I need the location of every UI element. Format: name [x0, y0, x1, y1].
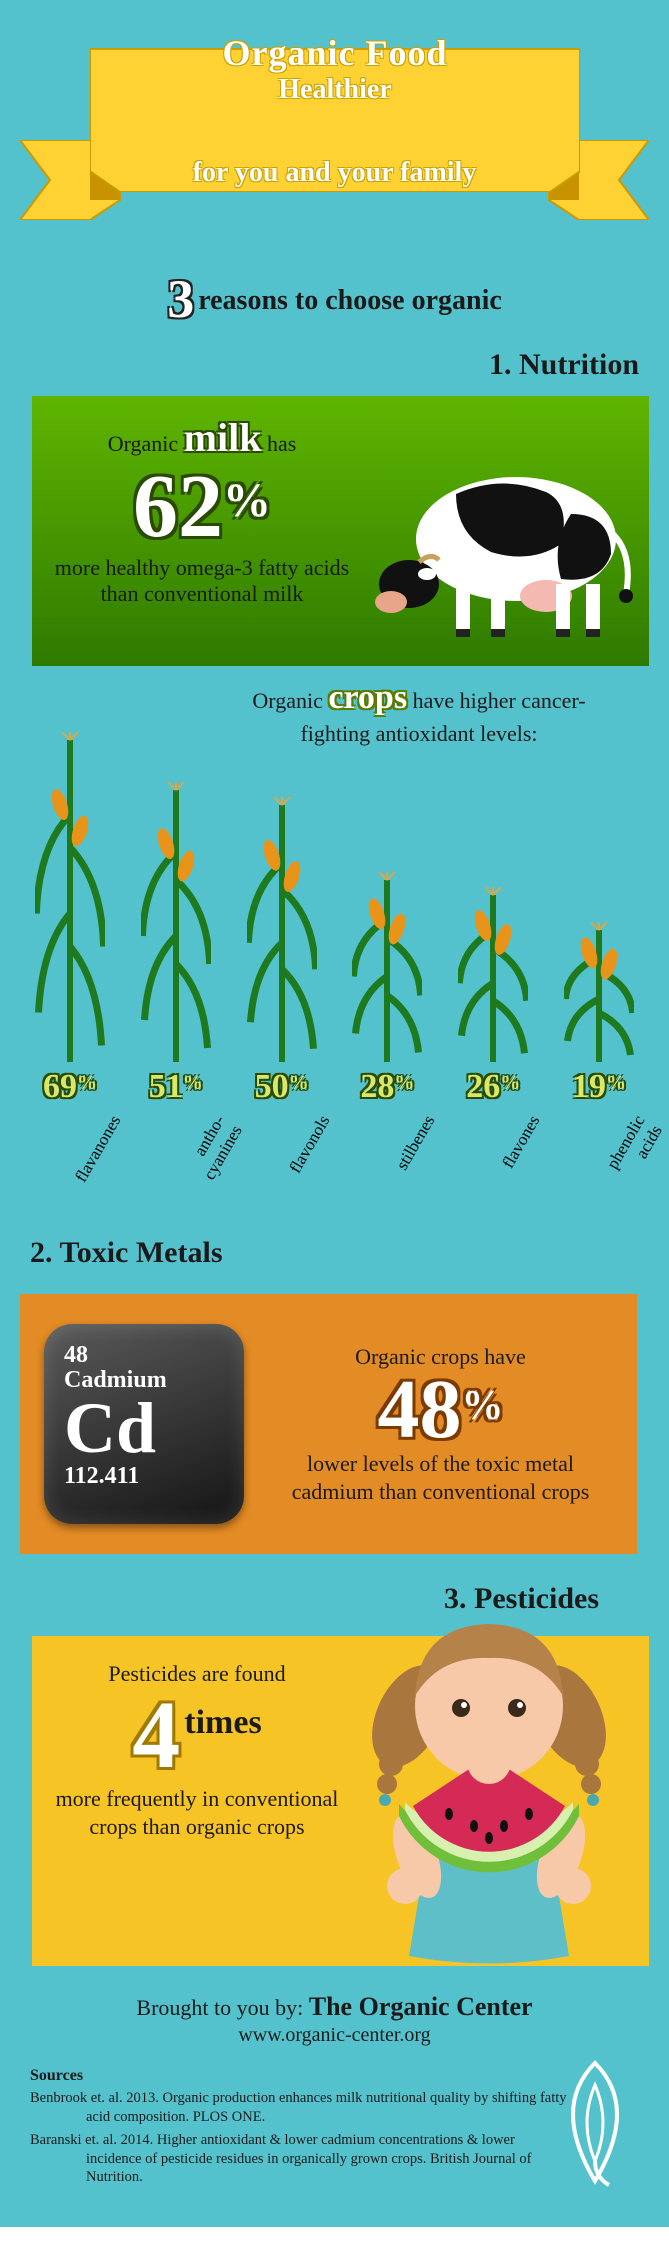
source-entry: Baranski et. al. 2014. Higher antioxidan…	[30, 2131, 570, 2188]
corn-percent: 50%	[255, 1068, 309, 1106]
corn-percent: 69%	[43, 1068, 97, 1106]
corn-label: flavones	[477, 1112, 544, 1209]
milk-percent: 62%	[52, 466, 352, 547]
cow-icon	[361, 434, 641, 644]
corn-plant-icon	[141, 782, 211, 1062]
footer: Brought to you by: The Organic Center ww…	[0, 1966, 669, 2227]
source-entry: Benbrook et. al. 2013. Organic productio…	[30, 2089, 570, 2127]
title-sub1: Healthier	[90, 74, 580, 106]
metals-panel: 48 Cadmium Cd 112.411 Organic crops have…	[20, 1294, 637, 1554]
corn-plant-icon	[35, 732, 105, 1062]
cd-symbol: Cd	[64, 1396, 224, 1461]
metals-text: Organic crops have 48% lower levels of t…	[244, 1343, 637, 1505]
corn-item: 51%	[126, 782, 226, 1106]
title-main: Organic Food	[90, 32, 580, 74]
cd-atomic-number: 48	[64, 1342, 224, 1369]
corn-label: phenolic acids	[582, 1112, 667, 1219]
sources-list: Benbrook et. al. 2013. Organic productio…	[30, 2089, 639, 2187]
crops-area: Organic crops have higher cancer-fightin…	[0, 646, 669, 1106]
footer-brought: Brought to you by: The Organic Center	[30, 1992, 639, 2022]
title-sub2: for you and your family	[0, 157, 669, 189]
section2-title: 2. Toxic Metals	[30, 1236, 639, 1270]
corn-label: flavonols	[267, 1112, 334, 1209]
pest-text: Pesticides are found 4times more frequen…	[52, 1636, 342, 1840]
intro-text: reasons to choose organic	[198, 285, 502, 316]
corn-row: 69% 51% 50%	[20, 666, 649, 1106]
corn-item: 50%	[232, 797, 332, 1106]
pest-pre: Pesticides are found	[52, 1660, 342, 1688]
milk-text: Organic milk has 62% more healthy omega-…	[52, 414, 352, 608]
section1-title: 1. Nutrition	[0, 348, 639, 382]
header-banner: Organic Food Healthier for you and your …	[0, 0, 669, 260]
corn-label: flavanones	[58, 1112, 125, 1209]
sources-head: Sources	[30, 2067, 639, 2085]
leaf-logo-icon	[549, 2057, 641, 2187]
girl-watermelon-icon	[339, 1586, 639, 1966]
corn-plant-icon	[247, 797, 317, 1062]
pest-number-word: times	[184, 1704, 261, 1741]
intro-number: 3	[167, 269, 194, 329]
corn-label: stilbenes	[372, 1112, 439, 1209]
corn-plant-icon	[352, 872, 422, 1062]
milk-post: has	[267, 431, 296, 456]
corn-item: 19%	[549, 922, 649, 1106]
crops-labels: flavanones antho- cyanines flavonols stilbe…	[20, 1106, 649, 1216]
corn-item: 26%	[443, 887, 543, 1106]
corn-percent: 28%	[360, 1068, 414, 1106]
milk-tail: more healthy omega-3 fatty acids than co…	[52, 555, 352, 608]
metals-post: lower levels of the toxic metal cadmium …	[264, 1450, 617, 1505]
cadmium-tile: 48 Cadmium Cd 112.411	[44, 1324, 244, 1524]
pesticides-panel: Pesticides are found 4times more frequen…	[32, 1636, 649, 1966]
pest-number: 4	[132, 1694, 180, 1776]
corn-plant-icon	[458, 887, 528, 1062]
corn-percent: 51%	[149, 1068, 203, 1106]
footer-org: The Organic Center	[309, 1992, 533, 2021]
corn-item: 69%	[20, 732, 120, 1106]
milk-panel: Organic milk has 62% more healthy omega-…	[32, 396, 649, 666]
metals-percent: 48%	[264, 1370, 617, 1450]
corn-label: antho- cyanines	[162, 1112, 247, 1219]
footer-url: www.organic-center.org	[30, 2024, 639, 2047]
intro-line: 3reasons to choose organic	[0, 268, 669, 330]
pest-post: more frequently in conventional crops th…	[52, 1785, 342, 1840]
corn-item: 28%	[337, 872, 437, 1106]
infographic-page: Organic Food Healthier for you and your …	[0, 0, 669, 2227]
milk-pre: Organic	[108, 431, 178, 456]
corn-percent: 19%	[572, 1068, 626, 1106]
corn-plant-icon	[564, 922, 634, 1062]
corn-percent: 26%	[466, 1068, 520, 1106]
milk-highlight: milk	[184, 415, 262, 460]
